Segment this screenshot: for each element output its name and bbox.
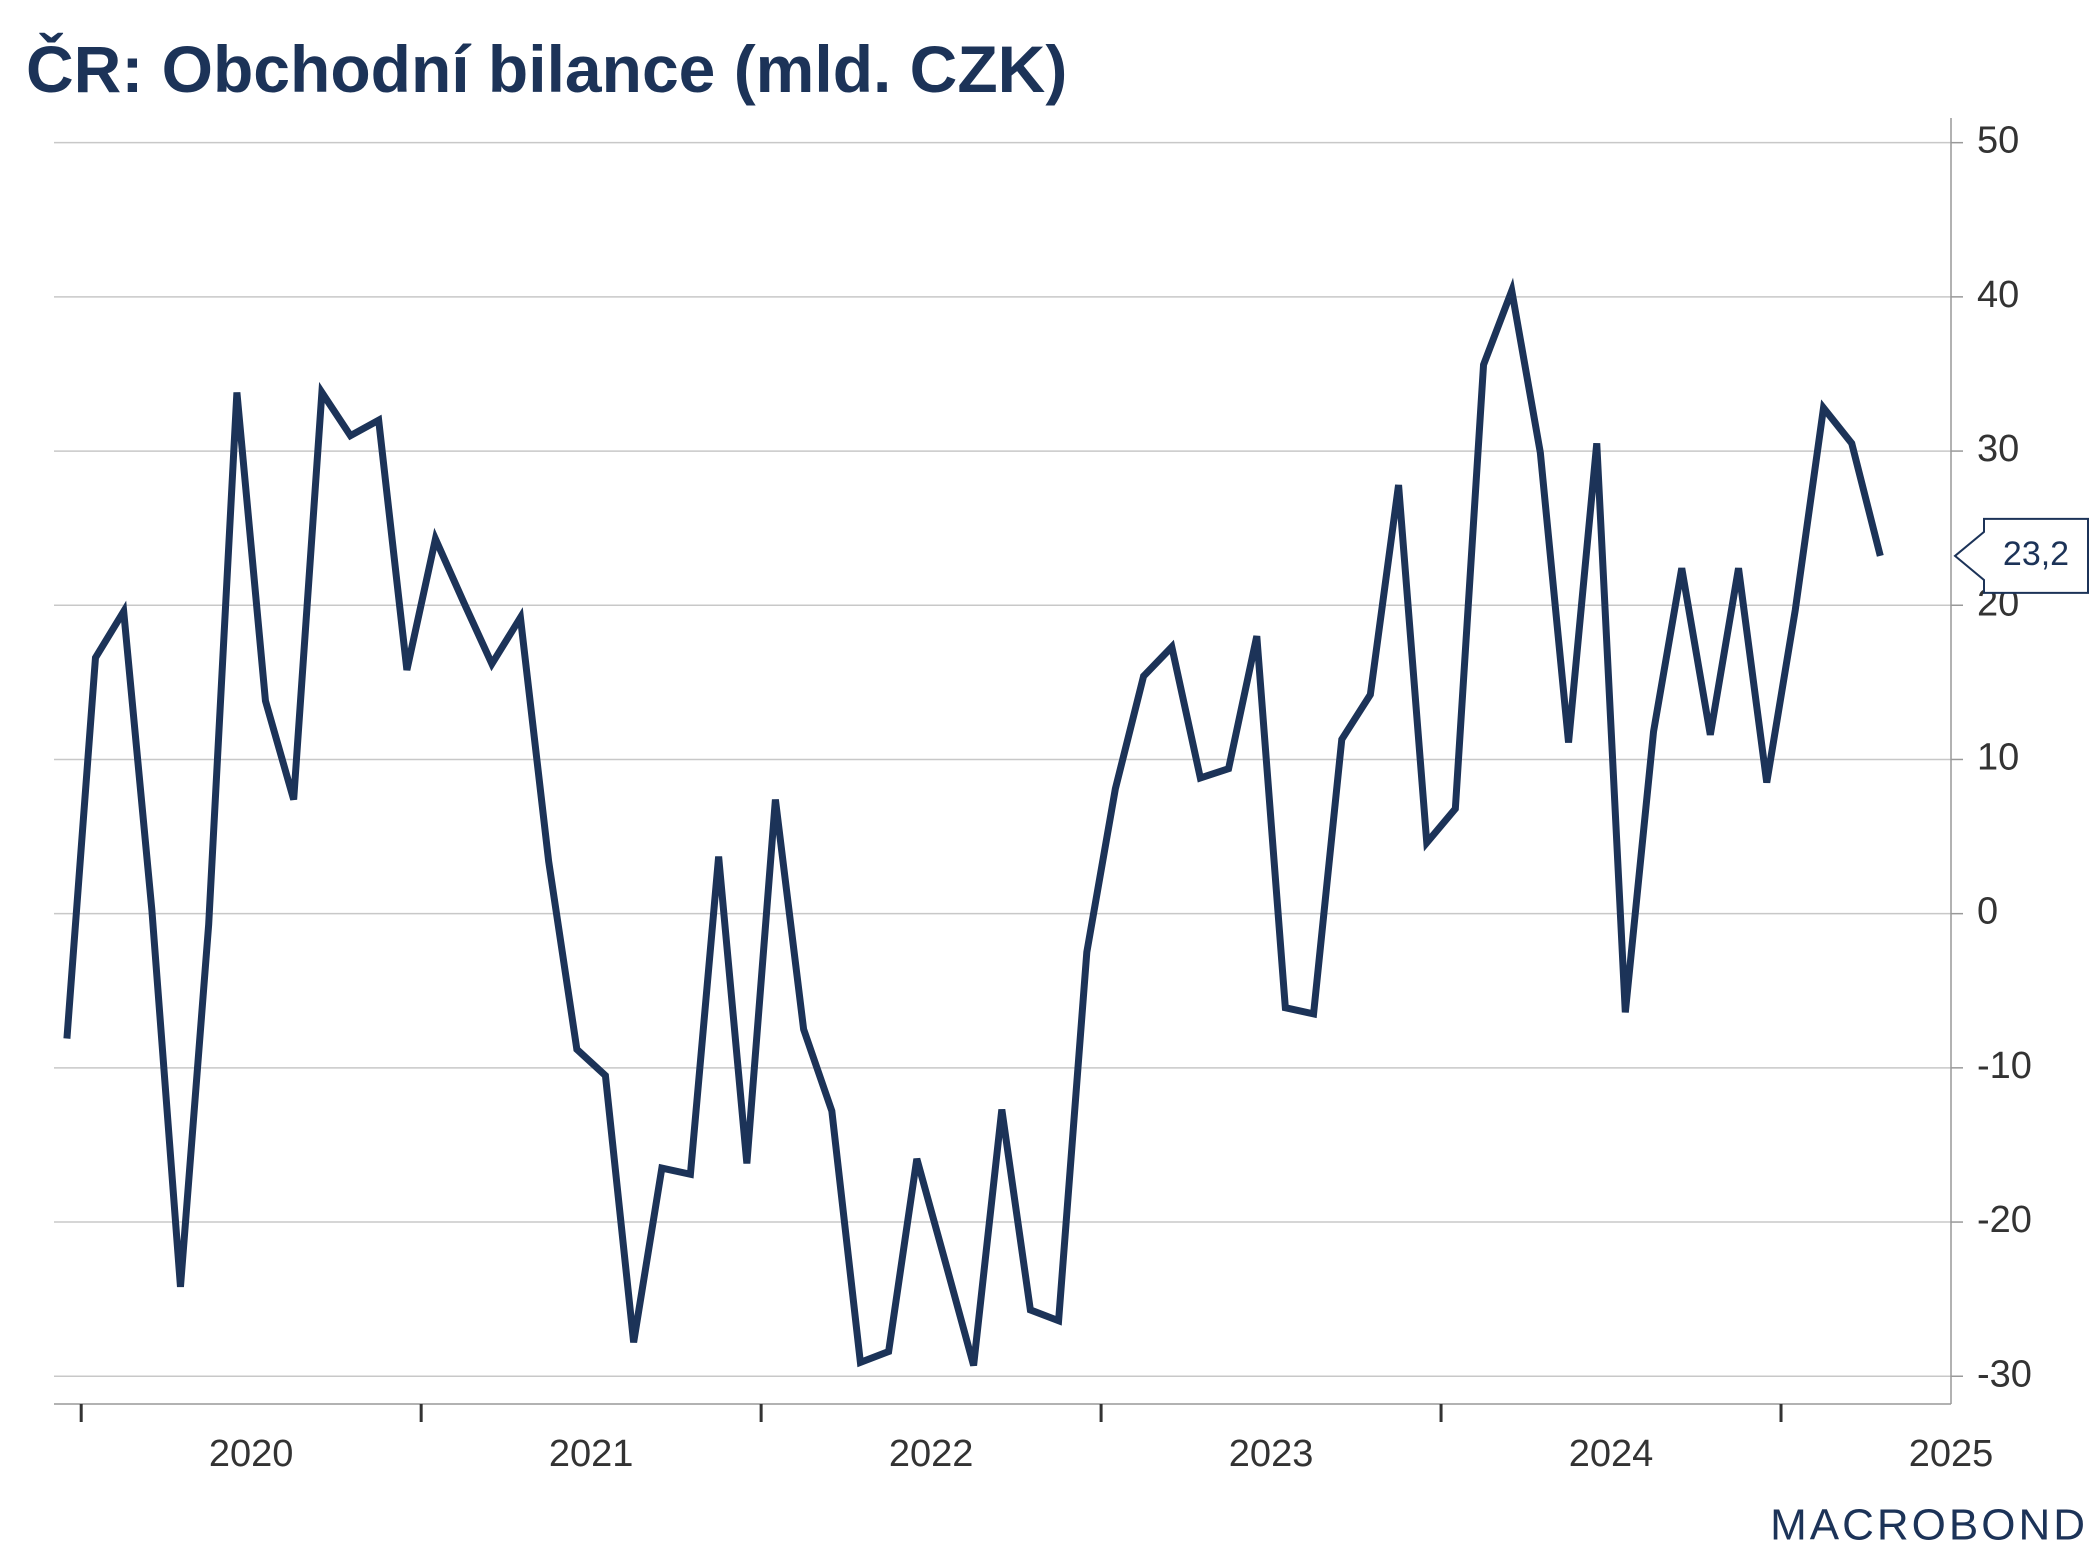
source-logo: MACROBOND [1770,1501,2088,1550]
x-tick-label: 2025 [1909,1433,1994,1475]
y-tick-label: 40 [1977,274,2019,316]
y-tick-label: 50 [1977,120,2019,162]
y-tick-label: -20 [1977,1199,2032,1241]
x-tick-label: 2022 [889,1433,974,1475]
x-tick-label: 2021 [549,1433,634,1475]
y-tick-label: 30 [1977,428,2019,470]
value-callout [1953,517,2089,594]
x-tick-label: 2023 [1229,1433,1314,1475]
y-tick-label: 10 [1977,736,2019,778]
value-label: 23,2 [2003,535,2069,573]
x-tick-label: 2024 [1569,1433,1654,1475]
x-tick-label: 2020 [209,1433,294,1475]
y-tick-label: 0 [1977,891,1998,933]
series-line [63,277,1884,1368]
y-tick-label: -30 [1977,1353,2032,1395]
chart-title: ČR: Obchodní bilance (mld. CZK) [26,32,1067,106]
y-tick-label: -10 [1977,1045,2032,1087]
